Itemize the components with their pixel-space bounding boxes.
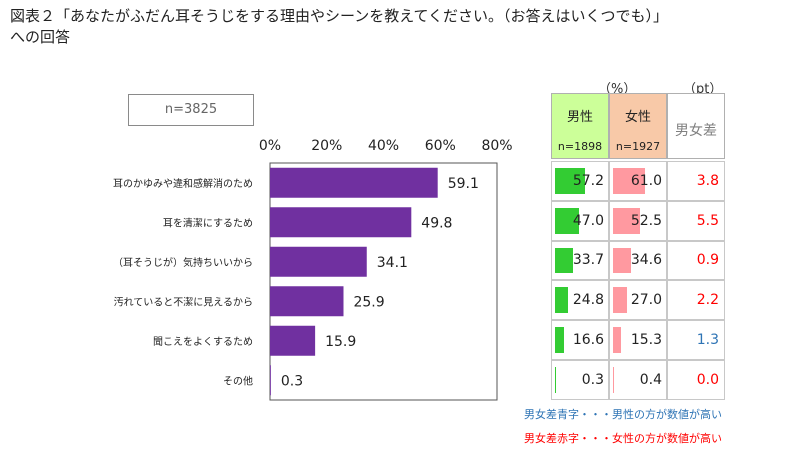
category-label: （耳そうじが）気持ちいいから [113, 256, 253, 269]
bar [270, 167, 438, 198]
bar [270, 207, 412, 238]
data-label: 0.3 [281, 373, 303, 389]
data-label: 15.9 [325, 334, 356, 350]
x-tick-label: 40% [368, 138, 399, 154]
data-label: 34.1 [377, 255, 408, 271]
category-label: 耳のかゆみや違和感解消のため [113, 177, 253, 190]
sample-size-box: n=3825 [128, 94, 254, 126]
x-tick-label: 0% [259, 138, 281, 154]
bar [270, 286, 344, 317]
plot-frame [269, 162, 498, 401]
x-tick-label: 80% [481, 138, 512, 154]
figure-title: 図表２「あなたがふだん耳そうじをする理由やシーンを教えてください。（お答えはいく… [10, 7, 669, 46]
category-label: その他 [223, 374, 253, 387]
x-tick-label: 60% [425, 138, 456, 154]
bar [270, 246, 367, 277]
data-label: 25.9 [353, 294, 384, 310]
x-tick-label: 20% [311, 138, 342, 154]
bar [270, 325, 316, 356]
category-label: 聞こえをよくするため [153, 336, 253, 348]
bar [270, 365, 271, 396]
category-label: 汚れていると不潔に見えるから [114, 295, 253, 308]
category-label: 耳を清潔にするため [163, 216, 253, 229]
data-label: 59.1 [448, 176, 479, 192]
data-label: 49.8 [421, 215, 452, 231]
